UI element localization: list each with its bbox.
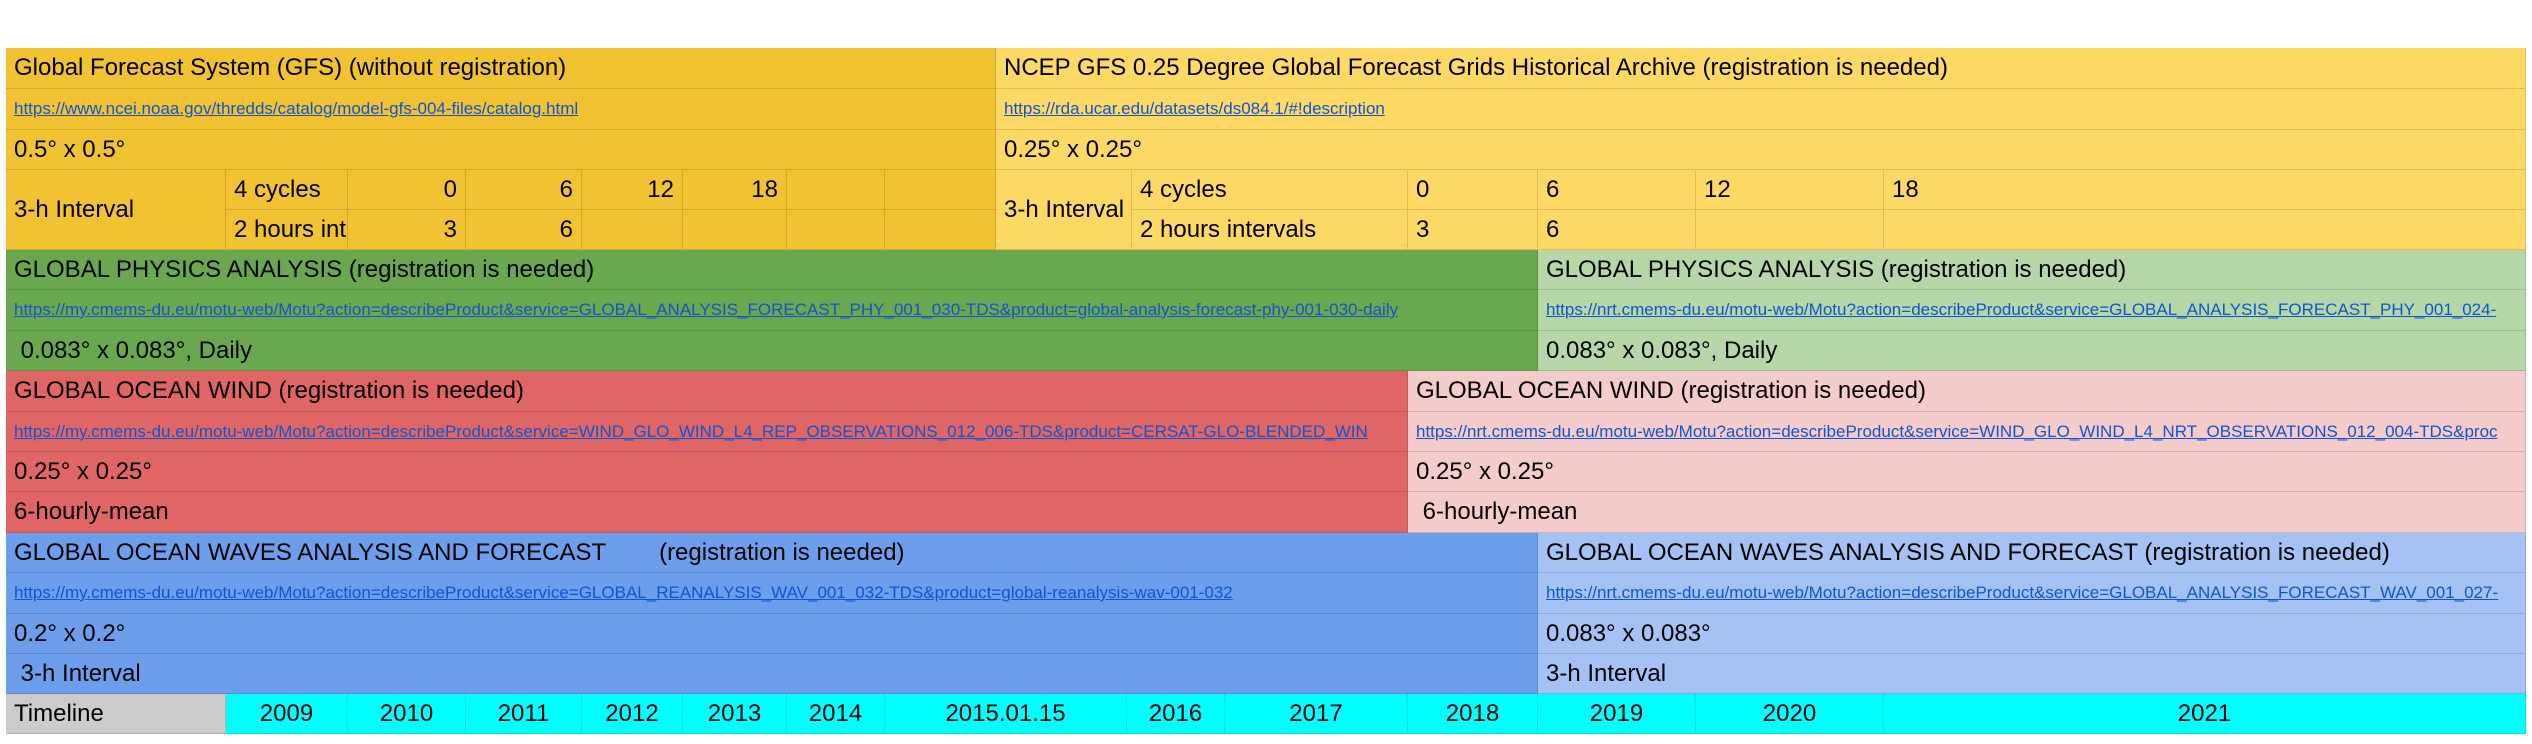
timeline-year: 2021 [1884,694,2526,734]
ncep-archive-link[interactable]: https://rda.ucar.edu/datasets/ds084.1/#!… [996,89,2526,130]
ncep-title: NCEP GFS 0.25 Degree Global Forecast Gri… [996,48,2526,89]
waves-rep-title: GLOBAL OCEAN WAVES ANALYSIS AND FORECAST… [6,533,1538,573]
gfs-cycle-12: 12 [582,170,683,210]
gfs-empty-cell [582,210,683,250]
waves-rep-link[interactable]: https://my.cmems-du.eu/motu-web/Motu?act… [6,573,1538,614]
timeline-year: 2016 [1127,694,1225,734]
ncep-hours-label: 2 hours intervals [1132,210,1408,250]
wind-rep-title: GLOBAL OCEAN WIND (registration is neede… [6,371,1408,412]
physics-rep-title: GLOBAL PHYSICS ANALYSIS (registration is… [6,250,1538,290]
waves-rep-resolution: 0.2° x 0.2° [6,614,1538,654]
ncep-cycles-label: 4 cycles [1132,170,1408,210]
ncep-cycle-0: 0 [1408,170,1538,210]
gfs-hours-label: 2 hours int [226,210,348,250]
gfs-cycle-6: 6 [466,170,582,210]
gfs-cycle-18: 18 [683,170,787,210]
gfs-hours-6: 6 [466,210,582,250]
timeline-year: 2020 [1696,694,1884,734]
ncep-hours-3: 3 [1408,210,1538,250]
gfs-empty-cell [885,170,996,210]
ncep-interval: 3-h Interval [996,170,1132,250]
physics-nrt-link[interactable]: https://nrt.cmems-du.eu/motu-web/Motu?ac… [1538,290,2526,331]
physics-nrt-resolution: 0.083° x 0.083°, Daily [1538,331,2526,371]
ncep-resolution: 0.25° x 0.25° [996,130,2526,170]
timeline-year: 2011 [466,694,582,734]
wind-nrt-link[interactable]: https://nrt.cmems-du.eu/motu-web/Motu?ac… [1408,412,2526,452]
gfs-catalog-link[interactable]: https://www.ncei.noaa.gov/thredds/catalo… [6,89,996,130]
gfs-hours-3: 3 [348,210,466,250]
ncep-empty-cell [1884,210,2526,250]
ncep-cycle-12: 12 [1696,170,1884,210]
wind-rep-interval: 6-hourly-mean [6,492,1408,533]
ncep-hours-6: 6 [1538,210,1696,250]
waves-nrt-interval: 3-h Interval [1538,654,2526,694]
timeline-year: 2017 [1225,694,1408,734]
gfs-title: Global Forecast System (GFS) (without re… [6,48,996,89]
ncep-cycle-6: 6 [1538,170,1696,210]
ncep-empty-cell [1696,210,1884,250]
gfs-cycles-label: 4 cycles [226,170,348,210]
timeline-year: 2018 [1408,694,1538,734]
timeline-year: 2015.01.15 [885,694,1127,734]
waves-nrt-link[interactable]: https://nrt.cmems-du.eu/motu-web/Motu?ac… [1538,573,2526,614]
timeline-year: 2014 [787,694,885,734]
gfs-empty-cell [885,210,996,250]
gfs-interval: 3-h Interval [6,170,226,250]
wind-nrt-interval: 6-hourly-mean [1408,492,2526,533]
gfs-empty-cell [787,170,885,210]
physics-nrt-title: GLOBAL PHYSICS ANALYSIS (registration is… [1538,250,2526,290]
timeline-year: 2019 [1538,694,1696,734]
timeline-year: 2009 [226,694,348,734]
physics-rep-link[interactable]: https://my.cmems-du.eu/motu-web/Motu?act… [6,290,1538,331]
gfs-resolution: 0.5° x 0.5° [6,130,996,170]
timeline-year: 2013 [683,694,787,734]
gfs-empty-cell [787,210,885,250]
ncep-cycle-18: 18 [1884,170,2526,210]
timeline-year: 2012 [582,694,683,734]
wind-nrt-title: GLOBAL OCEAN WIND (registration is neede… [1408,371,2526,412]
timeline-year: 2010 [348,694,466,734]
waves-rep-interval: 3-h Interval [6,654,1538,694]
wind-rep-link[interactable]: https://my.cmems-du.eu/motu-web/Motu?act… [6,412,1408,452]
wind-rep-resolution: 0.25° x 0.25° [6,452,1408,492]
physics-rep-resolution: 0.083° x 0.083°, Daily [6,331,1538,371]
waves-nrt-resolution: 0.083° x 0.083° [1538,614,2526,654]
wind-nrt-resolution: 0.25° x 0.25° [1408,452,2526,492]
waves-nrt-title: GLOBAL OCEAN WAVES ANALYSIS AND FORECAST… [1538,533,2526,573]
gfs-empty-cell [683,210,787,250]
timeline-label: Timeline [6,694,226,734]
gfs-cycle-0: 0 [348,170,466,210]
